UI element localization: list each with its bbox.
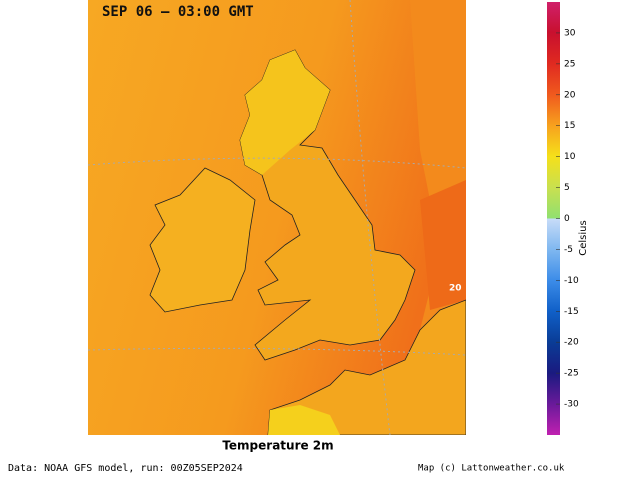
colorbar-tick-label: 5 bbox=[564, 183, 570, 193]
ireland bbox=[149, 167, 256, 313]
colorbar-tick-label: -5 bbox=[564, 245, 573, 255]
brittany bbox=[268, 405, 340, 435]
france bbox=[267, 299, 466, 435]
colorbar-tick-label: -15 bbox=[564, 307, 579, 317]
footer-credit: Map (c) Lattonweather.co.uk bbox=[418, 464, 565, 474]
colorbar-tick-label: 0 bbox=[564, 214, 570, 224]
colorbar-tick-label: 30 bbox=[564, 28, 576, 38]
colorbar-tick-label: 10 bbox=[564, 152, 576, 162]
map bbox=[88, 0, 466, 435]
graticule bbox=[88, 0, 466, 435]
colorbar-tick-label: 25 bbox=[564, 59, 575, 69]
colorbar-tick-label: -25 bbox=[564, 369, 579, 379]
colorbar-label: Celsius bbox=[578, 220, 589, 255]
highlands bbox=[240, 50, 330, 175]
colorbar-ticks: 30 25 20 15 10 5 0 -5 -10 -15 -20 -25 -30 bbox=[556, 28, 579, 410]
map-caption: Temperature 2m bbox=[222, 439, 333, 453]
colorbar-tick-label: -10 bbox=[564, 276, 579, 286]
map-label: 20 bbox=[449, 284, 462, 294]
footer-source: Data: NOAA GFS model, run: 00Z05SEP2024 bbox=[8, 463, 243, 474]
colorbar-tick-label: 20 bbox=[564, 90, 576, 100]
map-title: SEP 06 — 03:00 GMT bbox=[102, 4, 254, 20]
colorbar-tick-label: 15 bbox=[564, 121, 575, 131]
colorbar-tick-label: -30 bbox=[564, 400, 579, 410]
colorbar bbox=[547, 2, 560, 435]
warm-area bbox=[420, 180, 466, 310]
colorbar-tick-label: -20 bbox=[564, 338, 579, 348]
